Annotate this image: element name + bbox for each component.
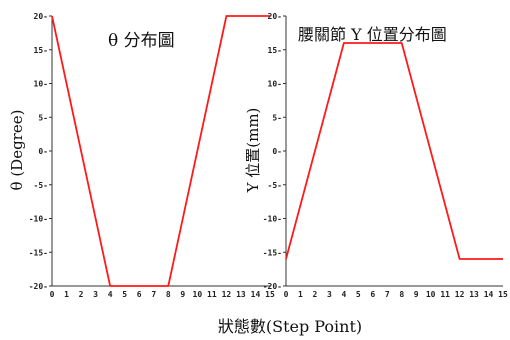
y-tick-label: -20- <box>263 282 282 291</box>
y-axis-label-1: θ (Degree) <box>8 110 26 191</box>
x-tick-label: 0 <box>50 290 55 299</box>
chart-title-2: 腰關節 Y 位置分布圖 <box>298 25 447 44</box>
y-tick-label: -10- <box>29 215 48 224</box>
y-tick-label: 20- <box>268 12 282 21</box>
y-tick-label: 5- <box>272 113 282 122</box>
x-tick-label: 12 <box>222 290 232 299</box>
y-tick-label: 5- <box>38 113 48 122</box>
y-axis-label-2: Y 位置(mm) <box>244 108 262 194</box>
y-tick-label: 0- <box>272 147 282 156</box>
x-tick-label: 8 <box>166 290 171 299</box>
series-line-1 <box>51 15 270 287</box>
x-tick-label: 7 <box>151 290 156 299</box>
chart-title-1: θ 分布圖 <box>108 31 175 51</box>
x-tick-label: 5 <box>356 290 361 299</box>
y-tick-label: -20- <box>29 282 48 291</box>
x-tick-label: 11 <box>440 290 450 299</box>
x-tick-label: 8 <box>399 290 404 299</box>
x-tick-label: 14 <box>484 290 494 299</box>
x-tick-label: 1 <box>64 290 69 299</box>
y-tick-label: 20- <box>34 12 48 21</box>
x-tick-label: 2 <box>79 290 84 299</box>
y-tick-label: -5- <box>34 181 48 190</box>
x-tick-label: 15 <box>498 290 508 299</box>
y-tick-label: 10- <box>34 80 48 89</box>
x-tick-label: 10 <box>426 290 436 299</box>
y-tick-label: 15- <box>268 46 282 55</box>
x-tick-label: 4 <box>108 290 113 299</box>
x-tick-label: 0 <box>284 290 289 299</box>
y-tick-label: 0- <box>38 147 48 156</box>
x-tick-label: 11 <box>207 290 217 299</box>
x-tick-label: 14 <box>251 290 261 299</box>
x-tick-label: 6 <box>137 290 142 299</box>
series-line-2 <box>285 42 503 260</box>
x-tick-label: 12 <box>455 290 465 299</box>
x-tick-label: 9 <box>180 290 185 299</box>
y-tick-label: -15- <box>29 248 48 257</box>
x-tick-label: 9 <box>414 290 419 299</box>
x-tick-label: 15 <box>265 290 275 299</box>
x-tick-label: 3 <box>327 290 332 299</box>
x-axis-label: 狀態數(Step Point) <box>218 317 362 336</box>
y-tick-label: 10- <box>268 80 282 89</box>
y-tick-label: -5- <box>268 181 282 190</box>
x-tick-label: 3 <box>93 290 98 299</box>
x-tick-label: 1 <box>298 290 303 299</box>
x-tick-label: 13 <box>469 290 479 299</box>
x-tick-label: 6 <box>370 290 375 299</box>
y-tick-label: 15- <box>34 46 48 55</box>
x-tick-label: 13 <box>236 290 246 299</box>
x-tick-label: 7 <box>385 290 390 299</box>
x-tick-label: 10 <box>193 290 203 299</box>
x-tick-label: 4 <box>341 290 346 299</box>
y-tick-label: -15- <box>263 248 282 257</box>
x-tick-label: 2 <box>313 290 318 299</box>
x-tick-label: 5 <box>122 290 127 299</box>
y-tick-label: -10- <box>263 215 282 224</box>
